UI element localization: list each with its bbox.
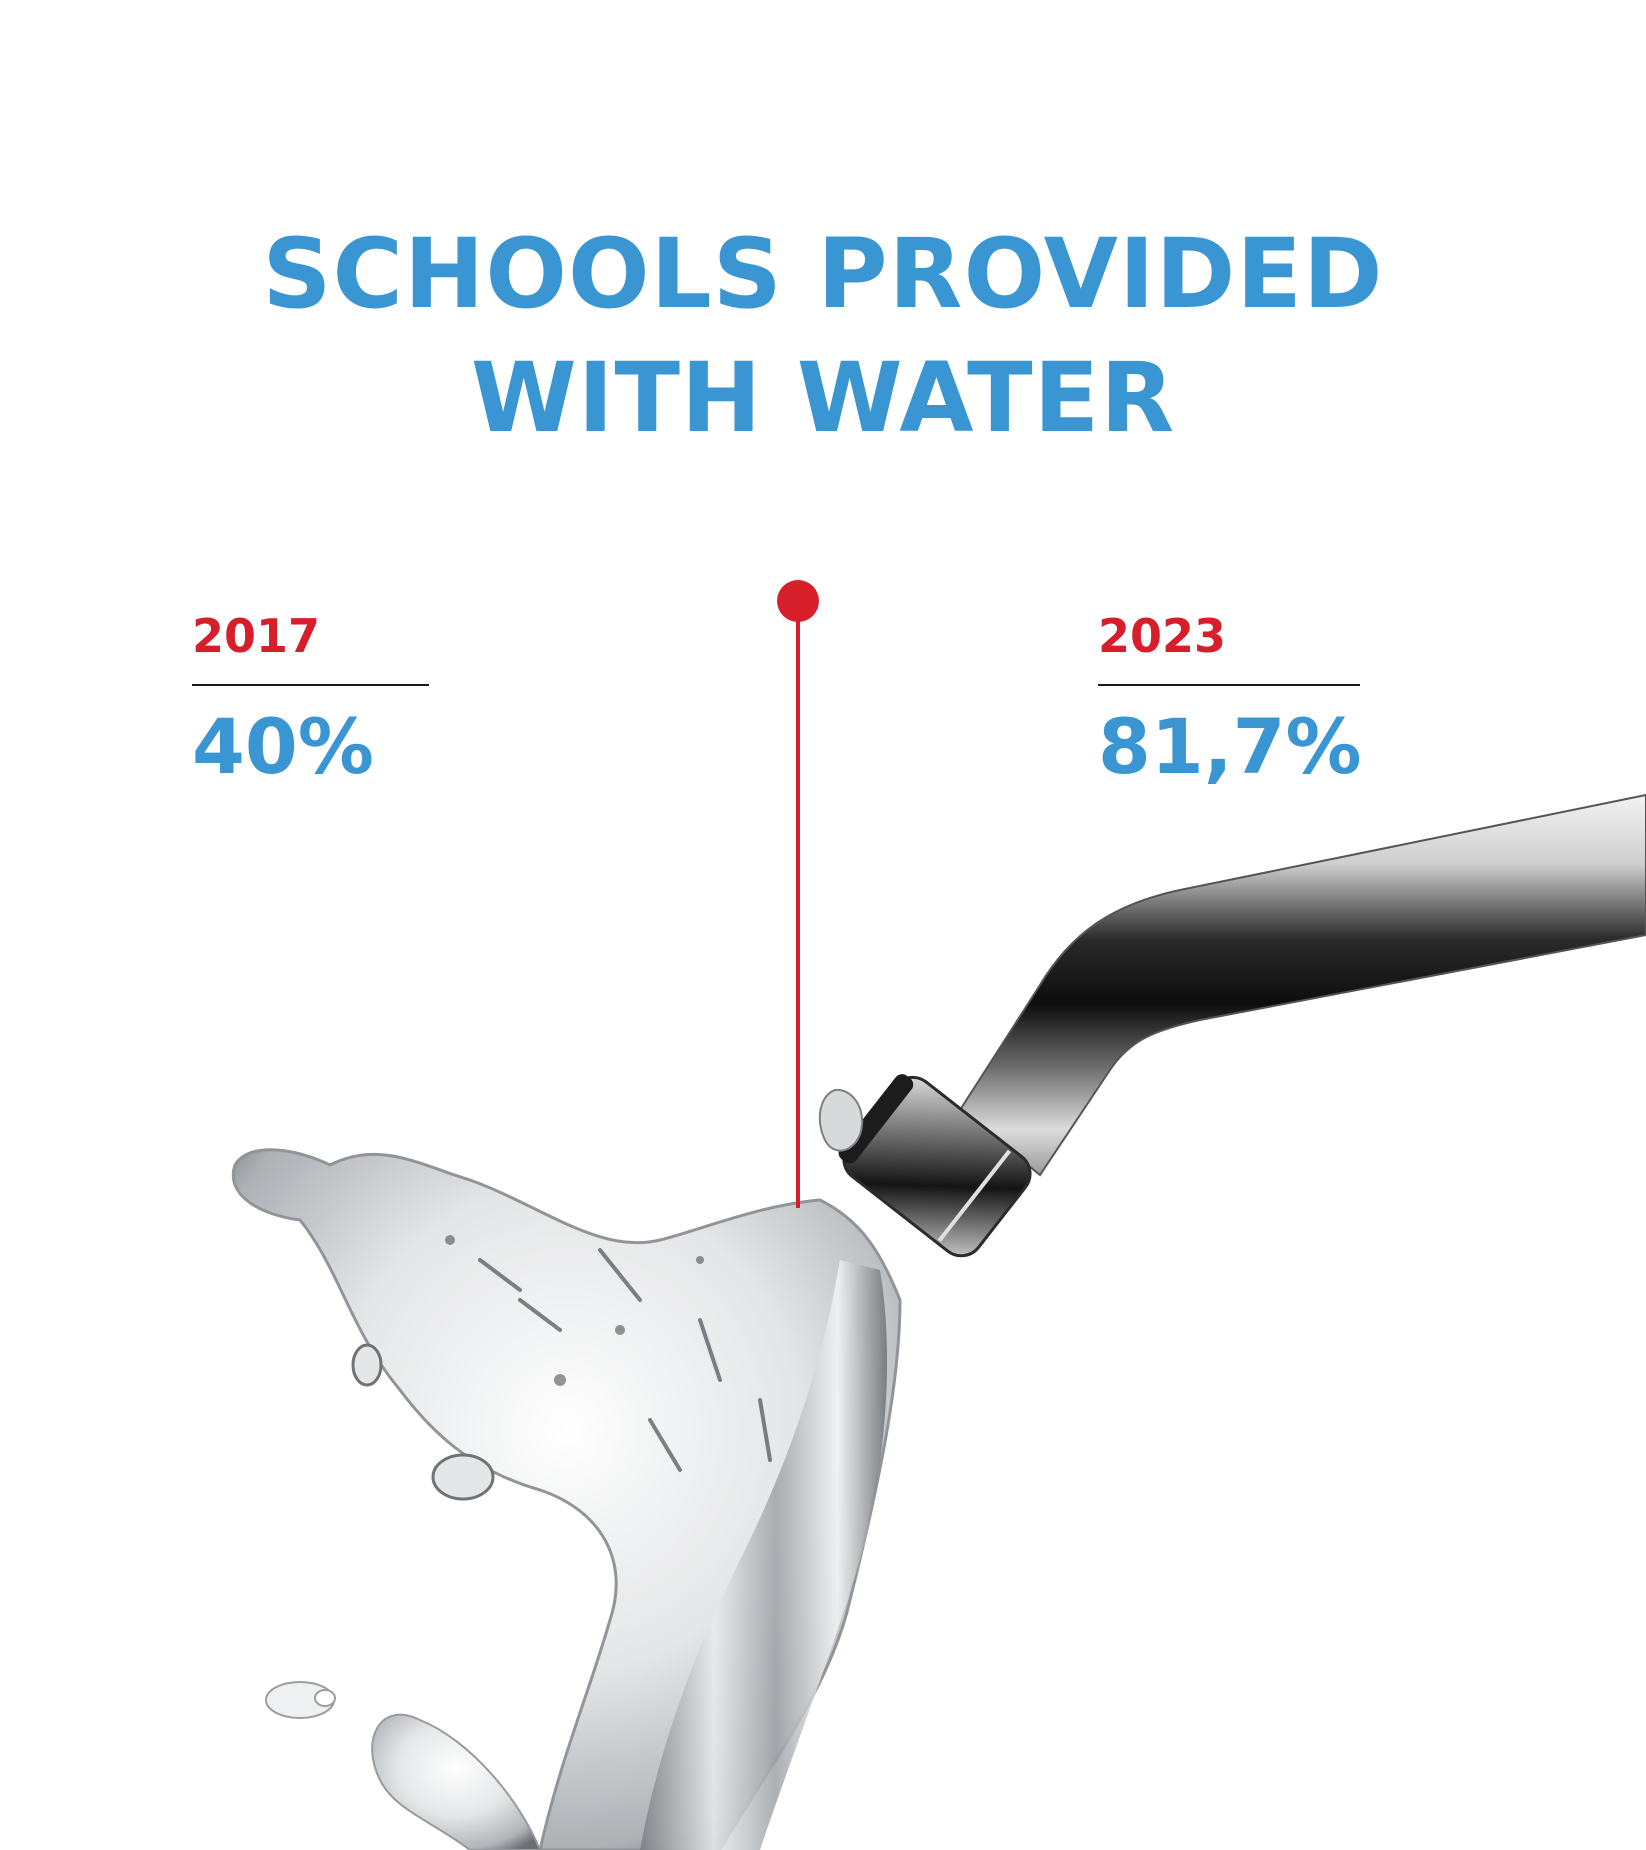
- stat-2017: 2017 40%: [192, 608, 429, 792]
- stat-2023: 2023 81,7%: [1098, 608, 1362, 792]
- page-title: SCHOOLS PROVIDED WITH WATER: [0, 212, 1646, 460]
- water-splash: [231, 1088, 902, 1850]
- stat-value: 81,7%: [1098, 702, 1362, 791]
- stat-year: 2023: [1098, 609, 1227, 663]
- page-title-line-1: SCHOOLS PROVIDED: [262, 218, 1384, 330]
- timeline-pointer-line: [796, 600, 800, 1208]
- stat-divider: [1098, 684, 1360, 686]
- stat-year: 2017: [192, 609, 321, 663]
- faucet-pipe: [958, 793, 1646, 1177]
- stat-value: 40%: [192, 702, 374, 791]
- page-title-line-2: WITH WATER: [470, 342, 1176, 454]
- stat-divider: [192, 684, 429, 686]
- timeline-pointer-dot: [777, 580, 819, 622]
